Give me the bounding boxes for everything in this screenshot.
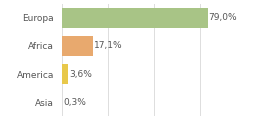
- Text: 0,3%: 0,3%: [63, 98, 86, 107]
- Text: 17,1%: 17,1%: [94, 41, 123, 50]
- Bar: [62, 8, 207, 28]
- Text: 79,0%: 79,0%: [209, 13, 237, 22]
- Bar: [62, 36, 93, 56]
- Text: 3,6%: 3,6%: [69, 70, 92, 79]
- Bar: [62, 64, 68, 84]
